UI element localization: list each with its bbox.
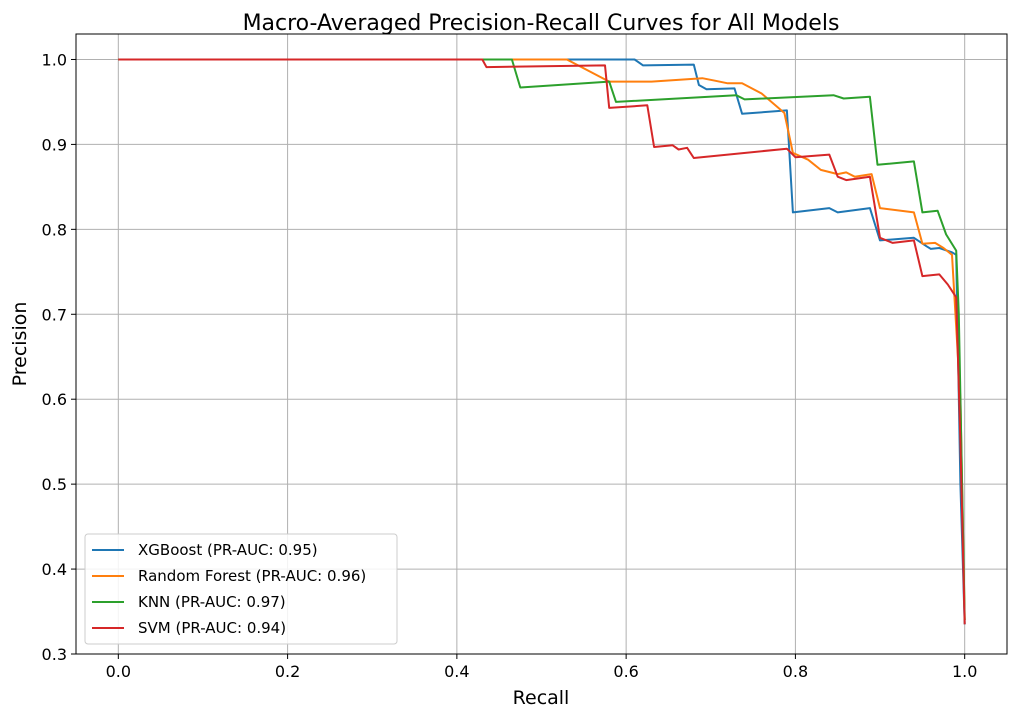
x-axis-label: Recall [513,687,570,709]
x-axis-ticks: 0.0 0.2 0.4 0.6 0.8 1.0 [106,654,977,681]
y-axis-label: Precision [9,302,31,387]
series-line-3 [118,58,966,625]
x-tick-label: 0.8 [783,662,808,681]
y-tick-label: 1.0 [42,50,67,69]
x-tick-label: 1.0 [952,662,977,681]
y-tick-label: 0.9 [42,135,67,154]
x-tick-label: 0.0 [106,662,131,681]
x-tick-label: 0.6 [613,662,638,681]
series-line-2 [118,58,966,621]
legend-label-1: Random Forest (PR-AUC: 0.96) [138,567,366,585]
x-tick-label: 0.4 [444,662,469,681]
legend-box [84,533,398,645]
x-tick-label: 0.2 [275,662,300,681]
series-line-1 [118,58,966,621]
series-line-0 [118,58,966,625]
y-axis-ticks: 0.3 0.4 0.5 0.6 0.7 0.8 0.9 1.0 [42,50,76,664]
chart-title: Macro-Averaged Precision-Recall Curves f… [243,11,840,36]
y-tick-label: 0.6 [42,390,67,409]
plot-frame [75,33,1008,655]
series-lines [118,58,966,625]
y-tick-label: 0.4 [42,560,67,579]
y-tick-label: 0.5 [42,475,67,494]
y-tick-label: 0.3 [42,645,67,664]
legend: XGBoost (PR-AUC: 0.95) Random Forest (PR-… [84,533,398,645]
y-tick-label: 0.7 [42,305,67,324]
legend-label-0: XGBoost (PR-AUC: 0.95) [138,541,318,559]
legend-label-2: KNN (PR-AUC: 0.97) [138,593,286,611]
legend-label-3: SVM (PR-AUC: 0.94) [138,619,286,637]
y-tick-label: 0.8 [42,220,67,239]
